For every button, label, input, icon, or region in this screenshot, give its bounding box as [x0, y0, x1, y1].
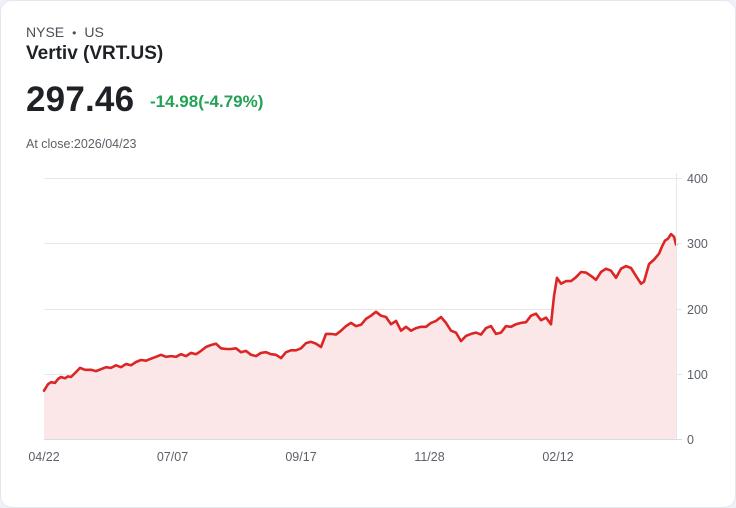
price-line: [42, 232, 678, 392]
separator-dot: •: [72, 26, 77, 40]
y-tick-label: 300: [687, 237, 708, 251]
y-tick-label: 400: [687, 172, 708, 186]
price-area-fill: [44, 234, 676, 439]
close-timestamp: At close:2026/04/23: [26, 137, 137, 151]
price-change: -14.98(-4.79%): [150, 92, 264, 111]
y-axis-labels: 0 100 200 300 400: [687, 172, 708, 447]
y-tick-label: 200: [687, 303, 708, 317]
stock-price: 297.46: [26, 80, 135, 119]
region: US: [84, 24, 104, 40]
exchange-line: NYSE • US: [26, 24, 104, 40]
x-tick-label: 02/12: [542, 450, 573, 464]
x-axis-labels: 04/22 07/07 09/17 11/28 02/12: [28, 450, 573, 464]
x-tick-label: 11/28: [414, 450, 444, 464]
y-tick-label: 0: [687, 433, 694, 447]
x-tick-label: 09/17: [285, 450, 316, 464]
exchange-name: NYSE: [26, 24, 65, 40]
stock-name: Vertiv (VRT.US): [26, 43, 164, 64]
y-tick-label: 100: [687, 368, 708, 382]
x-tick-label: 04/22: [28, 450, 59, 464]
x-tick-label: 07/07: [157, 450, 188, 464]
